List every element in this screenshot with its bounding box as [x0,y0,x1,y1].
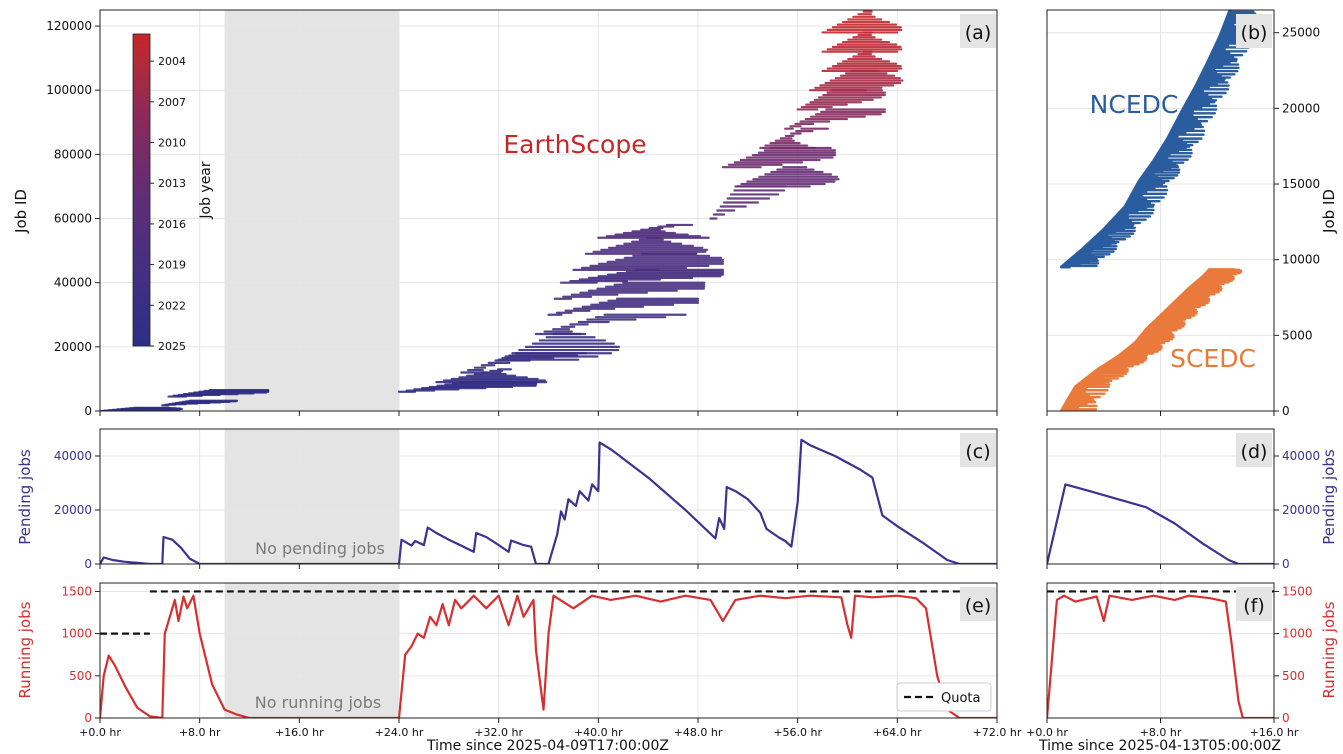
panel-e-ytick-label: 500 [69,669,92,683]
panel-b: 0 5000 10000 15000 20000 25000 Job ID (b) NCE… [1047,10,1338,418]
colorbar-tick-label: 2016 [158,218,186,231]
panel-e-label: (e) [965,595,992,617]
panel-f-ytick-label: 1500 [1282,584,1313,598]
panel-e-ytick-label: 0 [84,711,92,725]
panel-e-xtick-label: +8.0 hr [179,726,221,739]
colorbar-tick-label: 2022 [158,299,186,312]
panel-c-label: (c) [965,441,990,463]
panel-a-shaded-region [225,10,399,411]
panel-d-label: (d) [1241,441,1268,463]
colorbar-tick-label: 2013 [158,177,186,190]
panel-f: 050010001500+0.0 hr +8.0 hr +16.0 hr Runni… [1026,583,1338,754]
scedc-legend-text: SCEDC [1170,344,1256,373]
colorbar-tick-label: 2007 [158,96,186,109]
quota-legend: Quota [897,683,991,711]
panel-a-shaded [225,10,399,411]
colorbar-tick-label: 2004 [158,55,186,68]
panel-b-ytick-label: 20000 [1282,101,1320,115]
earthscope-annotation: EarthScope [503,130,646,159]
panel-e-ytick-label: 1500 [61,584,92,598]
panel-d: 0 20000 40000 Pending jobs (d) [1047,429,1338,571]
panel-a-ytick-label: 100000 [46,83,92,97]
panel-e-xtick-label: +48.0 hr [674,726,723,739]
panel-e-xtick-label: +24.0 hr [375,726,424,739]
no-running-annotation: No running jobs [255,693,381,712]
panel-a-ytick-label: 80000 [54,147,92,161]
panel-a-ytick-label: 20000 [54,340,92,354]
panel-f-xlabel: Time since 2025-04-13T05:00:00Z [1038,738,1281,754]
panel-e-ytick-label: 1000 [61,627,92,641]
panel-e-xtick-label: +72.0 hr [973,726,1022,739]
panel-a-label: (a) [965,22,991,44]
panel-c: 0 20000 40000 Pending jobs No pending jobs… [16,429,997,571]
panel-b-ncedc-series [1061,10,1230,267]
panel-f-ytick-label: 0 [1282,711,1290,725]
panel-f-label: (f) [1243,595,1265,617]
panel-d-ylabel: Pending jobs [1320,449,1338,545]
panel-e-xtick-label: +56.0 hr [773,726,822,739]
panel-e-xlabel: Time since 2025-04-09T17:00:00Z [426,738,669,754]
panel-b-ytick-label: 10000 [1282,253,1320,267]
panel-a: 0 20000 40000 60000 80000 100000 120000 Job ID… [12,10,997,418]
panel-c-ylabel: Pending jobs [16,449,34,545]
panel-a-ytick-label: 0 [84,404,92,418]
colorbar: 2004 2007 2010 2013 2016 2019 2022 2025 Job yea… [133,34,214,353]
panel-d-ytick-label: 20000 [1282,503,1320,517]
panel-f-ytick-label: 1000 [1282,627,1313,641]
panel-c-ytick-label: 40000 [54,449,92,463]
panel-b-label: (b) [1241,22,1268,44]
panel-a-ytick-label: 120000 [46,19,92,33]
panel-a-ytick-label: 60000 [54,212,92,226]
panel-a-data [100,12,902,411]
panel-e-xtick-label: +16.0 hr [275,726,324,739]
no-pending-annotation: No pending jobs [255,539,385,558]
colorbar-gradient [133,34,150,346]
panel-b-ytick-label: 5000 [1282,328,1313,342]
colorbar-tick-label: 2010 [158,137,186,150]
panel-f-ylabel: Running jobs [1320,601,1338,698]
ncedc-legend-text: NCEDC [1090,90,1179,119]
panel-c-ytick-label: 0 [84,557,92,571]
panel-e-xtick-label: +64.0 hr [873,726,922,739]
colorbar-tick-label: 2025 [158,340,186,353]
panel-d-ytick-label: 40000 [1282,449,1320,463]
panel-d-ytick-label: 0 [1282,557,1290,571]
colorbar-ticks: 2004 2007 2010 2013 2016 2019 2022 2025 [150,55,186,353]
panel-e-ylabel: Running jobs [16,601,34,698]
colorbar-label: Job year [198,161,214,220]
panel-b-ytick-label: 0 [1282,404,1290,418]
panel-b-ytick-label: 15000 [1282,177,1320,191]
panel-a-ylabel: Job ID [12,189,30,234]
panel-b-ylabel: Job ID [1320,189,1338,234]
panel-a-ytick-label: 40000 [54,276,92,290]
panel-e-xtick-label: +0.0 hr [79,726,121,739]
panel-e: 0 500 1000 1500 +0.0 hr +8.0 hr +16.0 hr +24.0 … [16,583,1022,754]
panel-f-ytick-label: 500 [1282,669,1305,683]
quota-legend-label: Quota [941,691,981,706]
panel-b-ytick-label: 25000 [1282,26,1320,40]
panel-c-ytick-label: 20000 [54,503,92,517]
colorbar-tick-label: 2019 [158,259,186,272]
